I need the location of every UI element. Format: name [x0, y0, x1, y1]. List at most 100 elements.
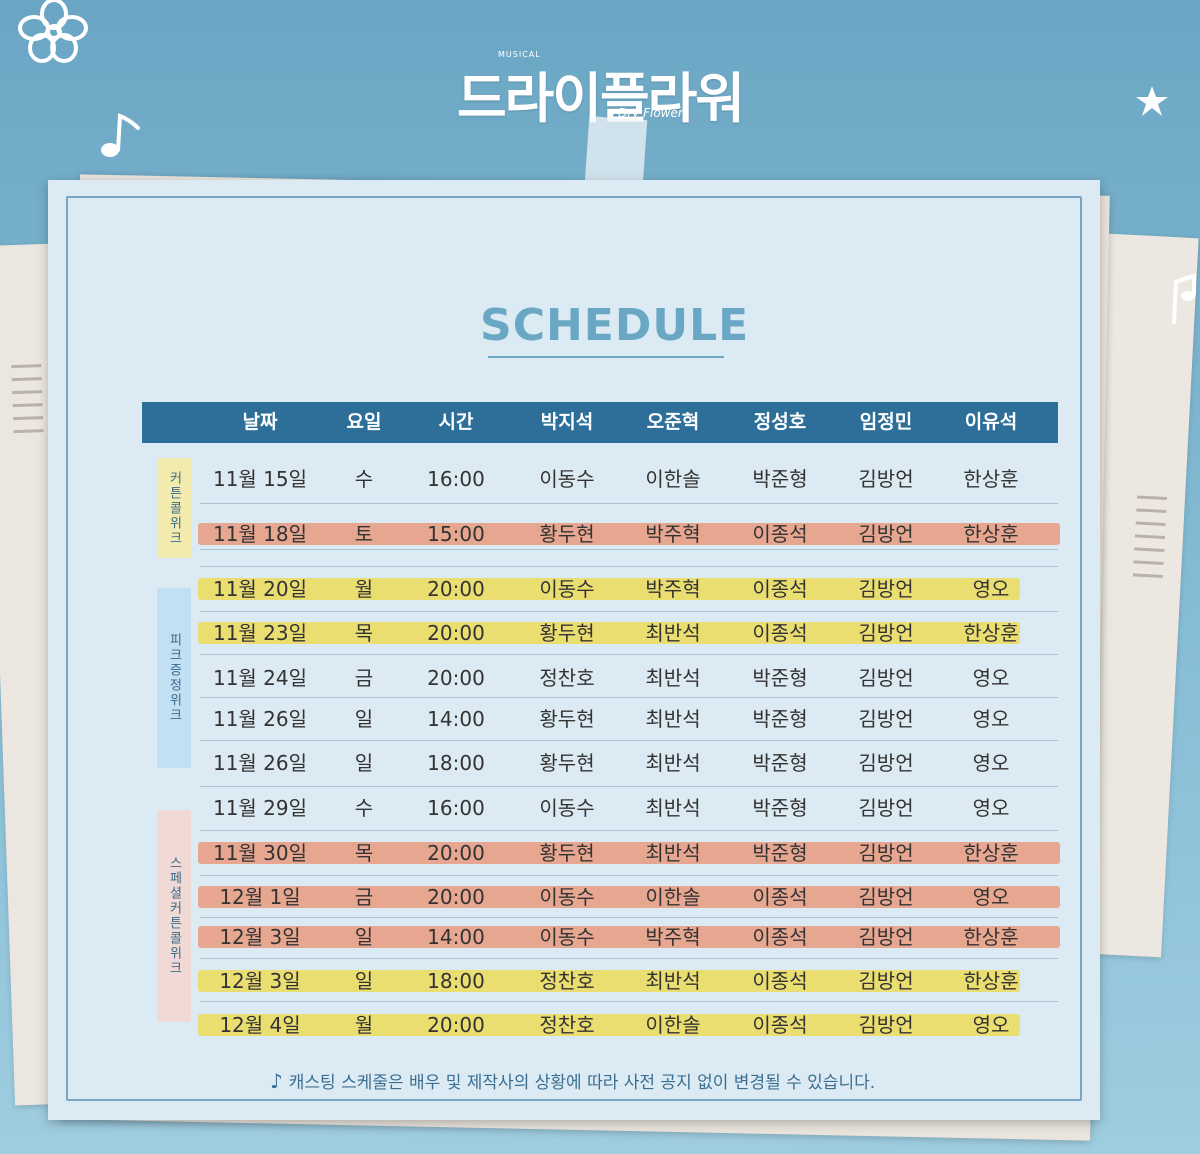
cast-4-cell: 김방언	[858, 925, 914, 949]
time-cell: 20:00	[427, 1013, 485, 1037]
cast-2-cell: 최반석	[645, 666, 701, 690]
cast-2-cell: 이한솔	[645, 467, 701, 491]
cast-2-cell: 최반석	[645, 707, 701, 731]
date-cell: 11월 23일	[212, 621, 308, 645]
cast-4-cell: 김방언	[858, 666, 914, 690]
music-note-icon	[1172, 273, 1196, 324]
date-cell: 12월 3일	[219, 925, 301, 949]
header-day: 요일	[346, 411, 382, 433]
schedule-card	[48, 180, 1100, 1120]
day-cell: 일	[354, 707, 374, 731]
time-cell: 18:00	[427, 751, 485, 775]
row-highlight	[198, 926, 1060, 948]
cast-5-cell: 한상훈	[963, 621, 1019, 645]
cast-5-cell: 한상훈	[963, 925, 1019, 949]
header-cast-4: 임정민	[859, 411, 913, 433]
date-cell: 11월 18일	[212, 522, 308, 546]
date-cell: 11월 24일	[212, 666, 308, 690]
logo-subtitle: Dry Flower	[618, 106, 683, 120]
time-cell: 20:00	[427, 621, 485, 645]
cast-5-cell: 한상훈	[963, 522, 1019, 546]
row-divider	[200, 875, 1058, 876]
cast-4-cell: 김방언	[858, 969, 914, 993]
cast-1-cell: 황두현	[539, 621, 595, 645]
music-note-icon	[101, 113, 140, 157]
row-highlight	[198, 886, 1060, 908]
row-divider	[200, 786, 1058, 787]
header-cast-5: 이유석	[964, 411, 1018, 433]
row-highlight	[198, 842, 1060, 864]
day-cell: 월	[354, 1013, 374, 1037]
day-cell: 수	[354, 467, 374, 491]
cast-5-cell: 영오	[972, 751, 1010, 775]
cast-2-cell: 박주혁	[645, 925, 701, 949]
cast-1-cell: 정찬호	[539, 1013, 595, 1037]
cast-3-cell: 이종석	[752, 621, 808, 645]
cast-1-cell: 이동수	[539, 467, 595, 491]
cast-5-cell: 영오	[972, 666, 1010, 690]
row-divider	[200, 611, 1058, 612]
row-highlight	[198, 523, 1060, 545]
row-divider	[200, 1001, 1058, 1002]
date-cell: 11월 15일	[212, 467, 308, 491]
day-cell: 토	[354, 522, 374, 546]
date-cell: 11월 29일	[212, 796, 308, 820]
time-cell: 14:00	[427, 925, 485, 949]
cast-2-cell: 최반석	[645, 796, 701, 820]
cast-4-cell: 김방언	[858, 1013, 914, 1037]
cast-3-cell: 이종석	[752, 885, 808, 909]
cast-3-cell: 박준형	[752, 666, 808, 690]
row-divider	[200, 958, 1058, 959]
row-divider	[200, 503, 1058, 504]
time-cell: 20:00	[427, 885, 485, 909]
footer-note: ♪ 캐스팅 스케줄은 배우 및 제작사의 상황에 따라 사전 공지 없이 변경될 …	[270, 1068, 970, 1093]
cast-2-cell: 박주혁	[645, 577, 701, 601]
date-cell: 12월 3일	[219, 969, 301, 993]
row-divider	[200, 654, 1058, 655]
day-cell: 금	[354, 666, 374, 690]
time-cell: 20:00	[427, 841, 485, 865]
cast-4-cell: 김방언	[858, 751, 914, 775]
cast-4-cell: 김방언	[858, 577, 914, 601]
time-cell: 20:00	[427, 666, 485, 690]
cast-5-cell: 영오	[972, 796, 1010, 820]
time-cell: 20:00	[427, 577, 485, 601]
schedule-title: SCHEDULE	[480, 300, 750, 351]
cast-5-cell: 한상훈	[963, 969, 1019, 993]
header-cast-2: 오준혁	[646, 411, 700, 433]
day-cell: 일	[354, 925, 374, 949]
side-label-pick-gift-week: 피크증정위크	[157, 588, 191, 768]
time-cell: 14:00	[427, 707, 485, 731]
cast-5-cell: 영오	[972, 707, 1010, 731]
cast-4-cell: 김방언	[858, 707, 914, 731]
date-cell: 12월 4일	[219, 1013, 301, 1037]
date-cell: 11월 20일	[212, 577, 308, 601]
cast-2-cell: 최반석	[645, 621, 701, 645]
day-cell: 목	[354, 621, 374, 645]
day-cell: 일	[354, 969, 374, 993]
cast-3-cell: 이종석	[752, 577, 808, 601]
cast-1-cell: 이동수	[539, 796, 595, 820]
cast-5-cell: 한상훈	[963, 841, 1019, 865]
row-highlight	[198, 970, 1020, 992]
header-time: 시간	[438, 411, 474, 433]
star-icon	[1136, 86, 1168, 116]
date-cell: 11월 26일	[212, 751, 308, 775]
cast-1-cell: 이동수	[539, 925, 595, 949]
row-divider	[200, 740, 1058, 741]
cast-2-cell: 최반석	[645, 969, 701, 993]
row-divider	[200, 697, 1058, 698]
cast-3-cell: 이종석	[752, 925, 808, 949]
row-divider	[200, 549, 1058, 550]
cast-1-cell: 정찬호	[539, 969, 595, 993]
table-header-bar	[142, 402, 1058, 443]
cast-3-cell: 박준형	[752, 751, 808, 775]
cast-3-cell: 박준형	[752, 841, 808, 865]
cast-1-cell: 황두현	[539, 522, 595, 546]
cast-2-cell: 최반석	[645, 841, 701, 865]
schedule-card-border	[66, 196, 1082, 1101]
cast-3-cell: 이종석	[752, 522, 808, 546]
cast-1-cell: 황두현	[539, 841, 595, 865]
header-date: 날짜	[242, 411, 278, 433]
cast-4-cell: 김방언	[858, 841, 914, 865]
